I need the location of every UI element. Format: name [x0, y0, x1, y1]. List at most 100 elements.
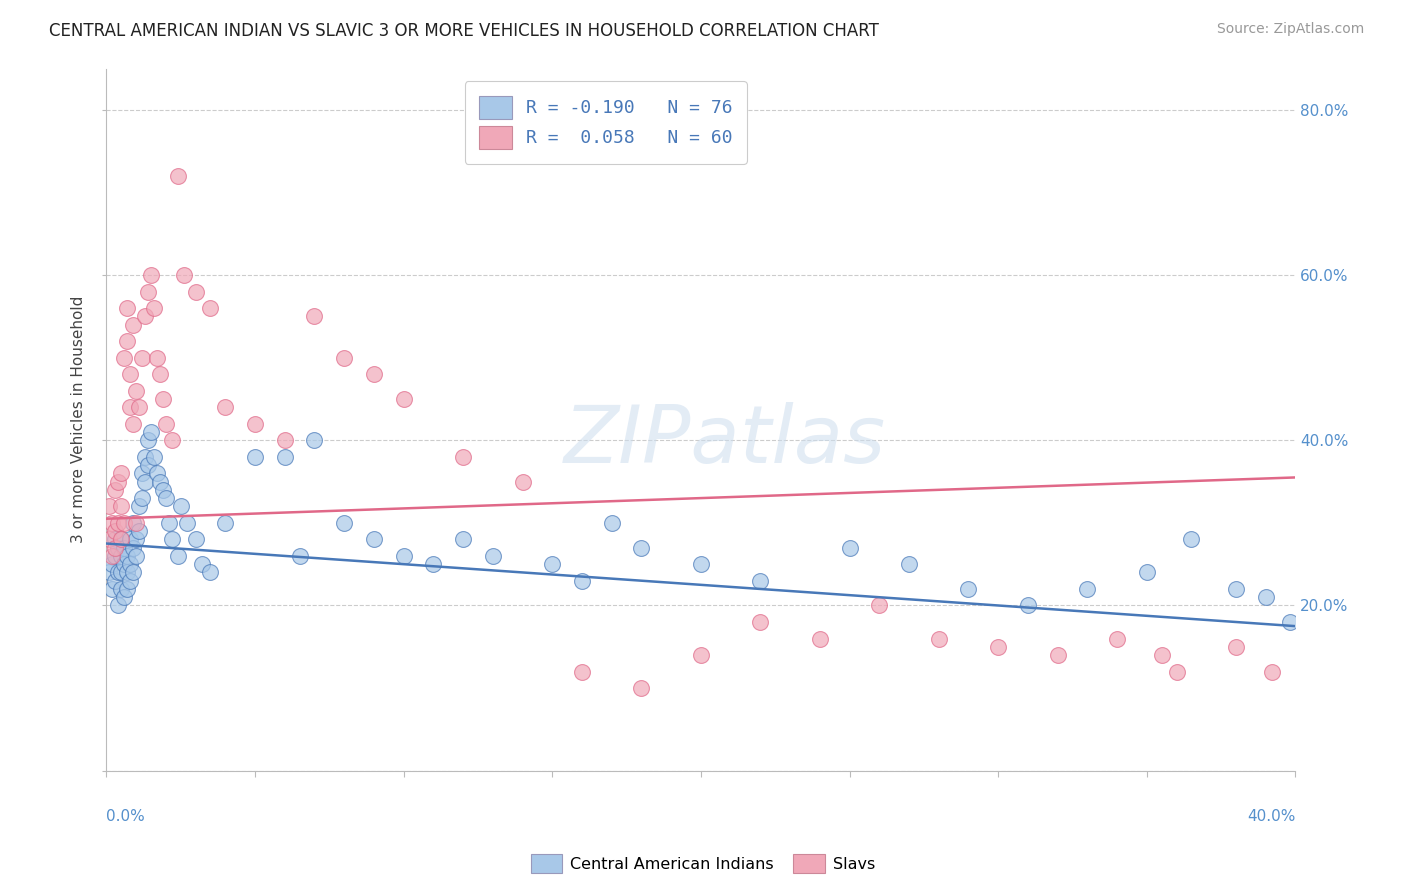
Point	[363, 533, 385, 547]
Point	[101, 557, 124, 571]
Point	[115, 334, 138, 348]
Point	[1150, 648, 1173, 662]
Point	[110, 533, 132, 547]
Point	[190, 557, 212, 571]
Point	[541, 557, 564, 571]
Point	[104, 483, 127, 497]
Point	[1180, 533, 1202, 547]
Point	[139, 268, 162, 282]
Legend: R = -0.190   N = 76, R =  0.058   N = 60: R = -0.190 N = 76, R = 0.058 N = 60	[464, 81, 747, 163]
Point	[104, 524, 127, 538]
Point	[122, 516, 145, 530]
Point	[128, 500, 150, 514]
Point	[600, 516, 623, 530]
Point	[112, 516, 135, 530]
Point	[1076, 582, 1098, 596]
Point	[157, 516, 180, 530]
Point	[838, 541, 860, 555]
Point	[243, 450, 266, 464]
Point	[451, 533, 474, 547]
Point	[136, 434, 159, 448]
Point	[630, 681, 652, 695]
Point	[104, 533, 127, 547]
Point	[115, 549, 138, 563]
Point	[1260, 665, 1282, 679]
Point	[125, 516, 148, 530]
Point	[136, 285, 159, 299]
Point	[131, 491, 153, 505]
Point	[214, 401, 236, 415]
Point	[139, 425, 162, 439]
Point	[149, 475, 172, 489]
Point	[120, 557, 142, 571]
Point	[110, 566, 132, 580]
Point	[200, 301, 222, 315]
Point	[155, 491, 177, 505]
Point	[104, 574, 127, 588]
Point	[122, 541, 145, 555]
Point	[152, 392, 174, 406]
Point	[136, 458, 159, 472]
Point	[128, 401, 150, 415]
Point	[1107, 632, 1129, 646]
Point	[304, 310, 326, 324]
Point	[128, 524, 150, 538]
Point	[122, 566, 145, 580]
Point	[160, 533, 183, 547]
Point	[122, 318, 145, 332]
Point	[288, 549, 311, 563]
Point	[131, 467, 153, 481]
Point	[146, 467, 169, 481]
Point	[957, 582, 980, 596]
Point	[571, 665, 593, 679]
Point	[115, 566, 138, 580]
Point	[122, 417, 145, 431]
Point	[160, 434, 183, 448]
Point	[110, 549, 132, 563]
Point	[274, 450, 297, 464]
Point	[184, 533, 207, 547]
Point	[749, 615, 772, 629]
Point	[1278, 615, 1301, 629]
Point	[125, 533, 148, 547]
Point	[1166, 665, 1188, 679]
Point	[115, 301, 138, 315]
Point	[107, 475, 129, 489]
Point	[98, 500, 121, 514]
Point	[110, 533, 132, 547]
Point	[149, 367, 172, 381]
Point	[142, 301, 165, 315]
Point	[101, 549, 124, 563]
Point	[134, 310, 156, 324]
Point	[898, 557, 921, 571]
Point	[107, 541, 129, 555]
Point	[422, 557, 444, 571]
Point	[512, 475, 534, 489]
Point	[125, 549, 148, 563]
Point	[1225, 640, 1247, 654]
Text: 40.0%: 40.0%	[1247, 809, 1295, 824]
Point	[134, 475, 156, 489]
Point	[155, 417, 177, 431]
Text: ZIPatlas: ZIPatlas	[564, 401, 886, 480]
Point	[107, 516, 129, 530]
Point	[333, 516, 356, 530]
Point	[176, 516, 198, 530]
Point	[112, 591, 135, 605]
Point	[200, 566, 222, 580]
Point	[101, 516, 124, 530]
Point	[243, 417, 266, 431]
Point	[987, 640, 1010, 654]
Point	[868, 599, 890, 613]
Point	[125, 384, 148, 398]
Point	[184, 285, 207, 299]
Point	[451, 450, 474, 464]
Point	[166, 169, 188, 183]
Point	[115, 582, 138, 596]
Point	[110, 582, 132, 596]
Point	[1225, 582, 1247, 596]
Point	[98, 533, 121, 547]
Text: Source: ZipAtlas.com: Source: ZipAtlas.com	[1216, 22, 1364, 37]
Point	[690, 648, 713, 662]
Point	[120, 574, 142, 588]
